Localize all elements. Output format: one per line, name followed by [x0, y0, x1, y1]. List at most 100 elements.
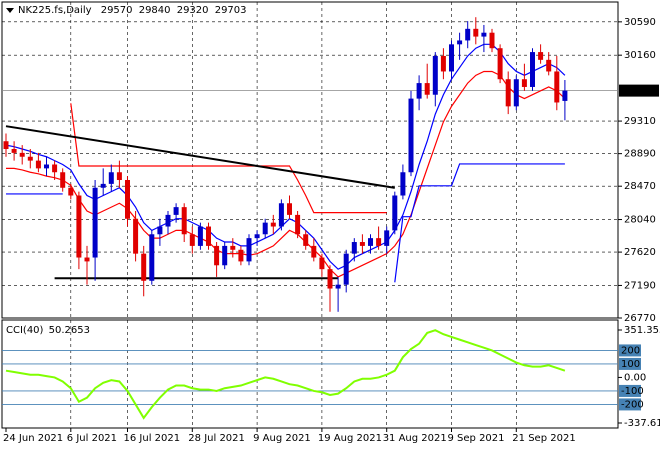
cci-tick-label: 351.3536 — [624, 325, 660, 336]
candle-body — [449, 44, 454, 72]
candle-body — [319, 257, 325, 270]
cci-level-box — [619, 344, 641, 357]
cci-level-label: 100 — [621, 359, 640, 370]
candle-body — [432, 55, 438, 95]
cci-level-label: 200 — [621, 345, 640, 356]
candle-body — [416, 83, 422, 99]
candle-body — [408, 98, 414, 173]
candle-body — [11, 148, 17, 153]
candle-body — [481, 32, 487, 37]
high: 29840 — [139, 5, 171, 16]
candle-body — [60, 172, 66, 188]
candle-body — [189, 234, 195, 246]
current-price-box — [619, 84, 659, 97]
candle-body — [149, 234, 155, 281]
candle-body — [489, 32, 495, 49]
candle-body — [19, 152, 25, 157]
main-panel-frame — [1, 1, 619, 319]
candle-body — [505, 79, 511, 107]
candle-body — [538, 52, 544, 60]
indicator-line — [70, 103, 387, 214]
candle-body — [513, 79, 519, 107]
candle-body — [44, 164, 49, 169]
candle-body — [35, 160, 41, 169]
candle-body — [222, 245, 228, 266]
candle-body — [76, 195, 82, 258]
cci-panel-frame — [1, 319, 619, 429]
cci-tick-label: 0.00 — [624, 372, 646, 383]
y-tick-label: 26770 — [624, 313, 656, 324]
candle-body — [27, 156, 33, 161]
y-tick-label: 28040 — [624, 215, 656, 226]
candle-body — [197, 226, 203, 246]
candle-body — [465, 28, 471, 41]
candle-body — [52, 164, 58, 173]
candle-body — [100, 183, 106, 188]
x-tick-label: 21 Sep 2021 — [512, 433, 575, 444]
y-tick-label: 27620 — [624, 247, 656, 258]
candle-body — [497, 48, 503, 80]
candle-body — [359, 242, 365, 246]
cci-line — [5, 329, 566, 420]
y-tick-label: 28890 — [624, 149, 656, 160]
y-tick-label: 29310 — [624, 116, 656, 127]
candle-body — [214, 245, 220, 266]
candle-body — [246, 238, 252, 262]
header: NK225.fs,Daily 29570 29840 29320 29703 — [18, 5, 247, 16]
candle-body — [3, 141, 9, 149]
candle-body — [92, 187, 98, 258]
x-tick-label: 24 Jun 2021 — [3, 433, 63, 444]
candle-body — [351, 242, 357, 254]
cci-tick-label: -337.6183 — [624, 418, 660, 429]
candle-body — [554, 71, 560, 103]
close: 29703 — [215, 5, 247, 16]
candle-body — [141, 253, 147, 281]
candle-body — [278, 203, 284, 227]
candle-body — [303, 234, 309, 246]
candle-body — [295, 214, 301, 235]
cci-header: CCI(40) 50.2653 — [6, 325, 90, 336]
candle-body — [530, 52, 535, 87]
candle-body — [424, 83, 430, 95]
candle-body — [108, 172, 114, 184]
indicator-line — [6, 70, 566, 278]
candle-body — [173, 207, 179, 215]
candle-body — [262, 222, 268, 235]
cci-level-box — [619, 398, 641, 411]
y-tick-label: 30590 — [624, 17, 656, 28]
open: 29570 — [101, 5, 133, 16]
x-tick-label: 31 Aug 2021 — [383, 433, 447, 444]
candle-body — [311, 245, 317, 258]
candle-body — [254, 234, 260, 239]
y-tick-label: 27190 — [624, 280, 656, 291]
candle-body — [157, 226, 163, 235]
candle-body — [335, 284, 341, 289]
trend-line — [5, 125, 395, 189]
y-tick-label: 30160 — [624, 50, 656, 61]
candle-body — [181, 207, 187, 235]
candle-body — [473, 28, 479, 37]
candle-body — [521, 79, 527, 87]
candle-body — [327, 269, 333, 289]
cci-title: CCI(40) — [6, 325, 44, 336]
candle-body — [84, 257, 90, 262]
cci-level-box — [619, 384, 641, 397]
candle-body — [125, 180, 130, 219]
x-tick-label: 9 Aug 2021 — [253, 433, 311, 444]
candle-body — [368, 238, 373, 246]
cci-level-label: -100 — [621, 386, 644, 397]
layer: 30590 30160 29310 28890 28470 28040 27620 27190… — [2, 2, 660, 444]
candle-body — [165, 214, 171, 227]
candle-body — [384, 230, 390, 246]
candle-body — [206, 226, 211, 246]
candle-body — [562, 90, 568, 101]
cci-level-box — [619, 357, 641, 370]
candle-body — [392, 195, 398, 231]
candle-body — [440, 55, 446, 72]
current-price-label: 29703 — [623, 86, 655, 97]
menu-icon — [6, 8, 14, 13]
candle-body — [116, 172, 122, 181]
cci-level-label: -200 — [621, 399, 644, 410]
